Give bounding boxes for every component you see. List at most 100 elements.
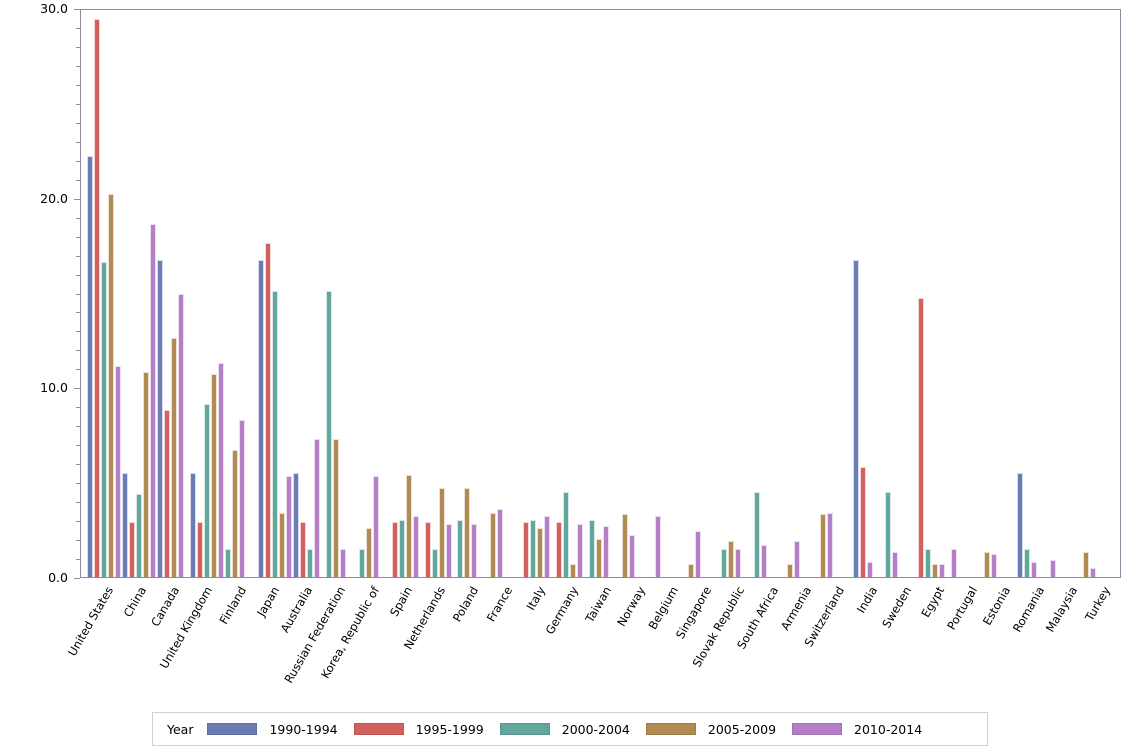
bar-group xyxy=(918,10,951,577)
legend-item[interactable]: 2000-2004 xyxy=(499,722,630,737)
legend-item[interactable]: 1990-1994 xyxy=(207,722,338,737)
bar-group xyxy=(556,10,589,577)
x-axis-tick-label-text: Taiwan xyxy=(582,584,615,625)
legend: Year 1990-1994 1995-1999 2000-2004 2005-200… xyxy=(152,712,988,746)
bar xyxy=(108,193,114,577)
legend-item[interactable]: 2005-2009 xyxy=(645,721,777,737)
bar xyxy=(332,438,339,577)
bar xyxy=(563,491,570,577)
y-axis-tick-label: 10.0 xyxy=(40,380,68,396)
bar xyxy=(164,410,170,577)
x-axis-tick-label-text: Norway xyxy=(613,584,648,629)
bar xyxy=(238,419,245,577)
y-axis-tick-minor xyxy=(76,141,80,143)
bar xyxy=(687,564,694,577)
x-axis-tick-label-text: Canada xyxy=(148,584,183,629)
y-axis-tick-minor xyxy=(76,293,80,295)
bar xyxy=(224,548,231,577)
plot-area xyxy=(80,9,1121,578)
legend-title: Year xyxy=(167,721,194,737)
y-axis-tick-minor xyxy=(76,84,80,86)
bar xyxy=(918,298,925,577)
y-axis-tick-minor xyxy=(76,122,80,124)
y-axis-tick-minor xyxy=(76,65,80,67)
bar xyxy=(537,527,544,577)
x-axis-tick-label-text: Sweden xyxy=(878,584,914,631)
y-axis-tick-major xyxy=(74,388,80,390)
x-axis-tick-label-text: Estonia xyxy=(980,584,1014,628)
bar-group xyxy=(325,10,359,577)
legend-color-swatch xyxy=(792,723,843,735)
legend-item-label: 2005-2009 xyxy=(707,721,777,737)
bar xyxy=(1050,559,1057,577)
bar-group xyxy=(984,10,1017,577)
bar-group xyxy=(885,10,918,577)
bar xyxy=(939,564,946,577)
bar xyxy=(203,404,210,577)
y-axis-tick-minor xyxy=(76,236,80,238)
x-axis-tick-label-text: Malaysia xyxy=(1042,584,1081,635)
bar-group xyxy=(1082,10,1116,577)
bar xyxy=(622,514,629,577)
x-axis-tick-label-text: Spain xyxy=(386,584,415,619)
bar xyxy=(727,540,734,577)
bar xyxy=(471,523,478,577)
bar-group xyxy=(490,10,523,577)
bar-group xyxy=(157,10,190,577)
y-axis-tick-major xyxy=(74,578,80,579)
bar xyxy=(490,512,497,577)
bar xyxy=(991,554,998,577)
bar xyxy=(339,548,346,577)
x-axis-tick-label-text: India xyxy=(854,584,881,616)
bar xyxy=(365,527,372,577)
bar-group xyxy=(122,10,157,577)
legend-item[interactable]: 1995-1999 xyxy=(353,722,484,737)
bar xyxy=(285,476,292,577)
legend-color-swatch xyxy=(499,723,550,735)
bar-group xyxy=(189,10,225,577)
bar-group xyxy=(753,10,787,577)
legend-item[interactable]: 2010-2014 xyxy=(792,722,922,737)
bar xyxy=(603,525,610,577)
bar xyxy=(325,290,332,577)
bar xyxy=(1017,472,1024,577)
bar xyxy=(1024,548,1031,577)
bar xyxy=(859,467,866,577)
y-axis-tick-minor xyxy=(76,331,80,333)
legend-color-swatch xyxy=(207,723,258,735)
bar xyxy=(596,539,603,577)
bar xyxy=(171,338,177,577)
bar xyxy=(826,512,833,577)
bar-group xyxy=(358,10,392,577)
x-axis-tick-label-text: Italy xyxy=(523,584,548,613)
x-axis-tick-label-text: Belgium xyxy=(645,584,681,632)
bar xyxy=(372,476,379,577)
x-axis-tick-label-text: France xyxy=(483,584,515,625)
bar xyxy=(189,472,196,577)
bar-group xyxy=(654,10,688,577)
bar xyxy=(457,520,464,577)
bar xyxy=(852,260,859,577)
bar xyxy=(654,516,661,577)
bar xyxy=(122,472,128,577)
bar-groups xyxy=(81,10,1120,577)
bar xyxy=(629,535,636,577)
bar xyxy=(984,552,991,577)
bar xyxy=(694,531,701,577)
bar xyxy=(819,514,826,577)
bar-group xyxy=(852,10,886,577)
y-axis-tick-minor xyxy=(76,312,80,314)
bar xyxy=(231,449,238,577)
y-axis-tick-minor xyxy=(76,27,80,29)
bar xyxy=(753,491,760,577)
bar xyxy=(299,522,306,577)
bar-group xyxy=(589,10,622,577)
bar xyxy=(464,487,471,577)
bar xyxy=(101,262,107,577)
bar xyxy=(760,544,767,577)
y-axis-tick-minor xyxy=(76,426,80,428)
bar xyxy=(292,472,299,577)
y-axis-tick-major xyxy=(74,9,80,10)
bar-group xyxy=(951,10,984,577)
bar-group xyxy=(720,10,754,577)
